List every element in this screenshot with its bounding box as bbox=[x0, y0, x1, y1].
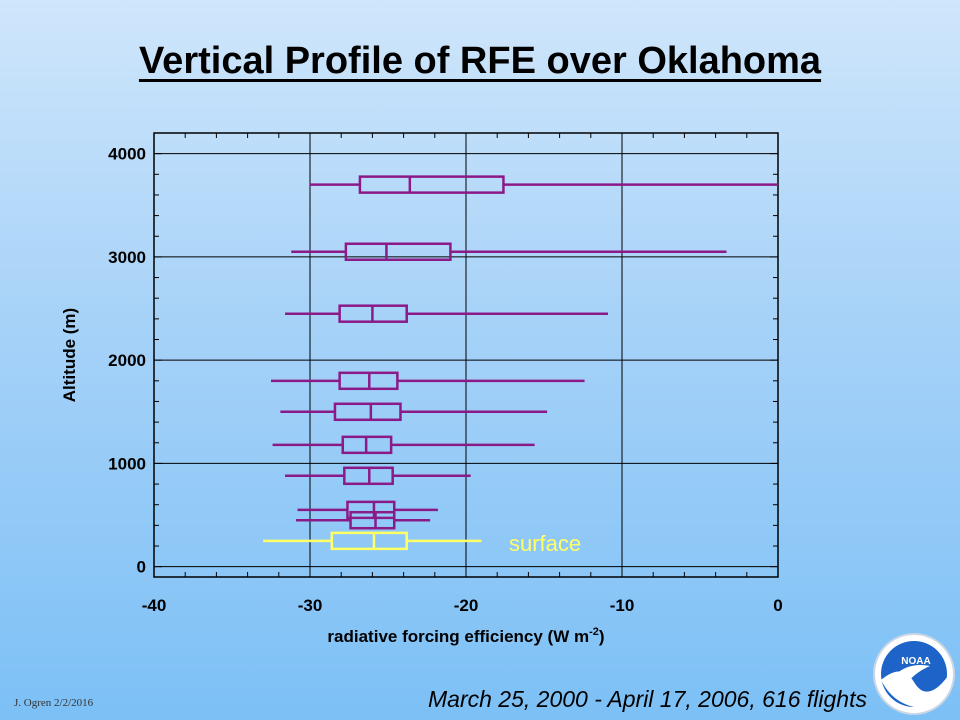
x-tick-label: -40 bbox=[142, 596, 167, 615]
x-tick-label: -10 bbox=[610, 596, 635, 615]
altitude-box bbox=[297, 500, 438, 520]
x-axis-label-tail: ) bbox=[599, 627, 605, 646]
noaa-logo-text: NOAA bbox=[901, 656, 930, 667]
y-tick-label: 3000 bbox=[108, 248, 146, 267]
altitude-box bbox=[271, 371, 585, 391]
iqr-box bbox=[346, 500, 396, 520]
iqr-box bbox=[344, 242, 452, 261]
noaa-logo: NOAA bbox=[873, 633, 955, 715]
surface-box bbox=[263, 531, 482, 551]
footer-author: J. Ogren 2/2/2016 bbox=[14, 697, 94, 709]
box-series bbox=[263, 175, 778, 551]
footer-dates: March 25, 2000 - April 17, 2006, 616 fli… bbox=[428, 686, 867, 712]
surface-annotation: surface bbox=[509, 531, 581, 556]
altitude-box bbox=[291, 242, 727, 261]
iqr-box bbox=[349, 510, 396, 530]
altitude-box bbox=[285, 466, 471, 486]
y-axis-label: Altitude (m) bbox=[60, 308, 79, 402]
x-tick-label: 0 bbox=[773, 596, 782, 615]
x-axis-label-sup: -2 bbox=[589, 626, 599, 638]
y-tick-label: 0 bbox=[137, 558, 146, 577]
altitude-box bbox=[280, 402, 548, 422]
y-tick-label: 1000 bbox=[108, 454, 146, 473]
y-tick-label: 4000 bbox=[108, 145, 146, 164]
iqr-box bbox=[330, 531, 408, 551]
x-tick-labels: -40 -30 -20 -10 0 bbox=[142, 596, 783, 615]
altitude-box bbox=[295, 510, 431, 530]
x-axis-label-main: radiative forcing efficiency (W m bbox=[327, 627, 589, 646]
y-tick-label: 2000 bbox=[108, 351, 146, 370]
x-tick-label: -30 bbox=[298, 596, 323, 615]
iqr-box bbox=[333, 402, 402, 422]
y-tick-labels: 0 1000 2000 3000 4000 bbox=[108, 145, 146, 577]
axis-ticks bbox=[153, 132, 779, 577]
altitude-box bbox=[272, 435, 535, 455]
altitude-box bbox=[310, 175, 778, 194]
x-axis-label: radiative forcing efficiency (W m-2) bbox=[327, 626, 604, 646]
slide-title: Vertical Profile of RFE over Oklahoma bbox=[138, 40, 822, 82]
x-tick-label: -20 bbox=[454, 596, 479, 615]
altitude-box bbox=[285, 304, 608, 323]
grid-lines bbox=[154, 133, 778, 577]
iqr-box bbox=[358, 175, 505, 194]
